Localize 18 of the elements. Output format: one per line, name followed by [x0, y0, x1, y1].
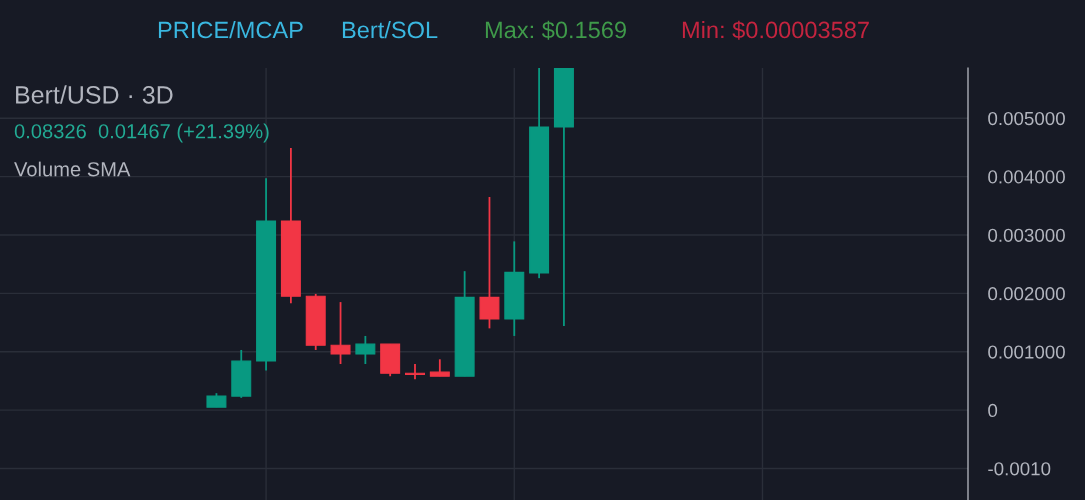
y-tick-label: 0: [988, 403, 998, 418]
y-tick-label: 0.003000: [988, 228, 1065, 242]
text: Bert/USD · 3D: [16, 85, 173, 104]
text: PRICE/MCAP: [158, 21, 303, 39]
candlestick: [330, 301, 351, 365]
text: 0.08326 0.01467 (+21.39%): [14, 123, 269, 143]
y-tick-label: 0.002000: [988, 287, 1065, 301]
y-tick-label: -0.0010: [988, 462, 1051, 476]
candlestick: [355, 335, 376, 365]
candlestick: [479, 196, 500, 330]
text: Bert/SOL: [342, 21, 438, 39]
candlestick: [405, 363, 425, 381]
annotation: Volume SMA: [14, 161, 131, 177]
text: Min: $0.00003587: [682, 20, 869, 40]
y-tick-label: 0.001000: [988, 345, 1065, 359]
text: Max: $0.1569: [485, 20, 626, 40]
y-tick-label: 0.004000: [988, 170, 1065, 184]
y-tick-label: 0.005000: [988, 111, 1065, 126]
